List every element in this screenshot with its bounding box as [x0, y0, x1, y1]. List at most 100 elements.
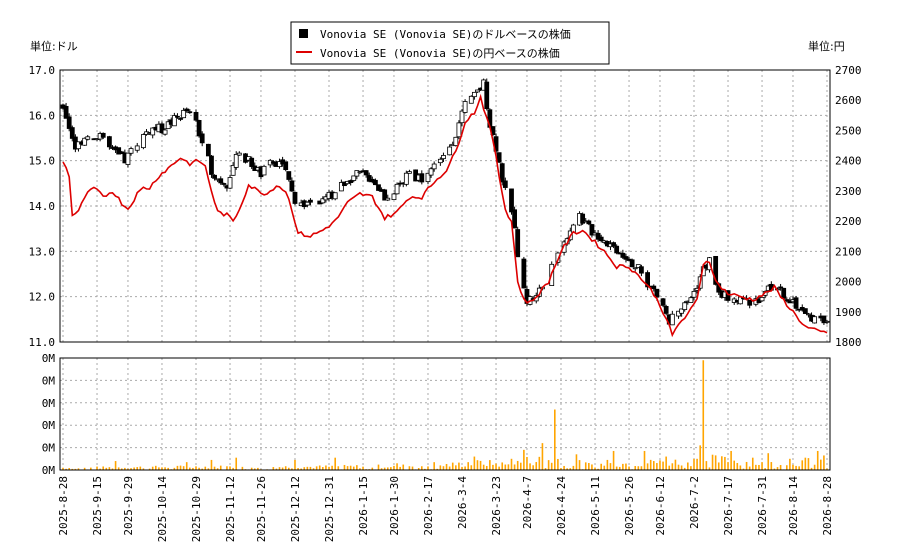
volume-bar — [312, 468, 315, 470]
volume-tick-label: 0M — [42, 419, 56, 432]
candle-body — [125, 152, 131, 165]
candle-body — [82, 137, 88, 146]
volume-bar — [603, 465, 606, 470]
volume-bar — [489, 460, 491, 470]
volume-bar — [411, 466, 414, 470]
candle-body — [747, 299, 753, 306]
volume-bar — [733, 460, 736, 470]
right-axis-ticks: 1800 1900 2000 2100 2200 2300 2400 2500 2600 2700 — [835, 64, 862, 349]
candle-body — [128, 148, 134, 154]
volume-bar — [424, 468, 426, 470]
volume-bar — [538, 456, 541, 470]
candle-body — [227, 177, 233, 189]
volume-bar — [656, 463, 658, 470]
volume-bar — [554, 409, 556, 470]
candle-body — [205, 143, 211, 157]
left-tick-label: 12.0 — [29, 291, 56, 304]
candle-body — [688, 297, 694, 303]
candle-body — [351, 175, 357, 181]
left-tick-label: 14.0 — [29, 200, 56, 213]
volume-bar — [662, 461, 664, 470]
candle-body — [793, 297, 799, 309]
volume-bar — [699, 445, 701, 470]
volume-bar — [124, 467, 126, 470]
volume-bar — [785, 465, 788, 470]
volume-bar — [606, 459, 609, 470]
candle-body — [249, 157, 255, 167]
x-tick-label: 2026-7-31 — [756, 476, 769, 536]
candle-body — [456, 122, 462, 138]
volume-bar — [742, 468, 745, 470]
candle-body — [348, 180, 354, 183]
volume-bar — [433, 462, 435, 470]
volume-bar — [798, 466, 800, 470]
candle-body — [441, 155, 446, 160]
volume-bar — [204, 466, 207, 470]
volume-bar — [519, 462, 522, 470]
right-tick-label: 2400 — [835, 155, 862, 168]
volume-bar — [622, 463, 624, 470]
volume-bar — [758, 464, 760, 470]
volume-bar — [396, 463, 398, 470]
volume-bar — [751, 457, 754, 470]
volume-bar — [501, 462, 504, 470]
volume-bar — [770, 462, 773, 470]
legend-usd-label: Vonovia SE (Vonovia SE)のドルベースの株価 — [320, 27, 571, 41]
candle-body — [484, 81, 490, 110]
volume-bar — [482, 464, 485, 470]
candle-body — [354, 170, 360, 177]
right-tick-label: 2200 — [835, 215, 862, 228]
volume-bar — [584, 462, 587, 470]
candle-body — [447, 146, 453, 156]
volume-bar — [380, 468, 383, 470]
volume-bar — [526, 457, 528, 470]
volume-bar — [649, 459, 652, 470]
candle-body — [623, 256, 629, 260]
candlesticks — [60, 78, 830, 327]
volume-bar — [677, 464, 680, 470]
volume-bar — [83, 467, 86, 470]
volume-bar — [71, 468, 74, 470]
candle-body — [289, 180, 295, 192]
volume-bar — [315, 466, 318, 470]
volume-panel-frame — [59, 357, 831, 471]
candle-body — [462, 101, 468, 113]
volume-bar — [287, 467, 290, 470]
volume-bar — [278, 467, 281, 470]
left-tick-label: 11.0 — [29, 336, 56, 349]
volume-bar — [643, 450, 646, 470]
volume-bar — [253, 468, 256, 470]
volume-bar — [77, 468, 80, 470]
volume-bar — [439, 465, 442, 470]
candle-body — [475, 89, 480, 93]
candle-body — [645, 272, 650, 288]
candle-body — [366, 175, 372, 182]
volume-bar — [572, 465, 575, 470]
candle-body — [184, 108, 190, 112]
volume-bar — [523, 449, 525, 470]
candle-body — [802, 308, 808, 314]
candle-body — [778, 286, 784, 289]
volume-bar — [748, 466, 751, 470]
candle-body — [425, 172, 431, 183]
x-tick-label: 2025-12-31 — [323, 476, 336, 542]
right-tick-label: 2500 — [835, 124, 862, 137]
volume-bar — [167, 467, 169, 470]
x-tick-label: 2025-10-14 — [156, 476, 169, 543]
volume-bar — [334, 457, 336, 470]
candle-body — [407, 171, 412, 174]
volume-bar — [257, 467, 259, 470]
volume-bar — [816, 450, 819, 470]
candle-body — [595, 232, 601, 240]
volume-bar — [65, 468, 67, 470]
candle-body — [781, 287, 787, 299]
volume-bar — [507, 464, 510, 470]
left-axis-ticks: 11.0 12.0 13.0 14.0 15.0 16.0 17.0 — [29, 64, 56, 349]
volume-bar — [349, 465, 352, 470]
volume-bar — [322, 467, 324, 470]
candle-body — [106, 136, 112, 148]
right-tick-label: 2700 — [835, 64, 862, 77]
volume-bar — [291, 468, 293, 470]
candle-body — [141, 134, 146, 149]
candle-body — [471, 91, 477, 98]
